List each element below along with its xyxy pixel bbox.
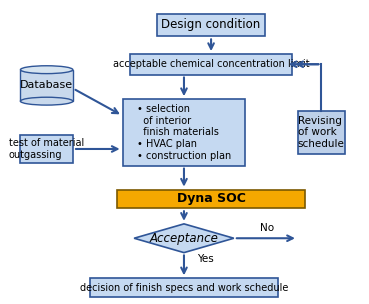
- FancyBboxPatch shape: [20, 135, 73, 163]
- Text: Yes: Yes: [197, 254, 213, 264]
- Text: acceptable chemical concentration limit: acceptable chemical concentration limit: [113, 59, 309, 69]
- FancyBboxPatch shape: [298, 111, 345, 154]
- Ellipse shape: [20, 97, 73, 105]
- FancyBboxPatch shape: [90, 278, 278, 297]
- Text: Dyna SOC: Dyna SOC: [177, 192, 245, 206]
- Text: test of material
outgassing: test of material outgassing: [9, 138, 84, 160]
- Text: Database: Database: [20, 81, 73, 90]
- Ellipse shape: [20, 66, 73, 74]
- FancyBboxPatch shape: [117, 189, 305, 208]
- FancyBboxPatch shape: [130, 54, 292, 74]
- Text: • selection
  of interior
  finish materials
• HVAC plan
• construction plan: • selection of interior finish materials…: [137, 104, 231, 161]
- FancyBboxPatch shape: [157, 14, 265, 36]
- FancyBboxPatch shape: [20, 70, 73, 101]
- Text: Acceptance: Acceptance: [149, 232, 218, 245]
- Polygon shape: [134, 224, 234, 253]
- Text: No: No: [260, 223, 274, 233]
- Text: decision of finish specs and work schedule: decision of finish specs and work schedu…: [80, 283, 288, 292]
- FancyBboxPatch shape: [123, 99, 245, 166]
- Text: Design condition: Design condition: [162, 19, 261, 31]
- Text: Revising
of work
schedule: Revising of work schedule: [298, 116, 345, 149]
